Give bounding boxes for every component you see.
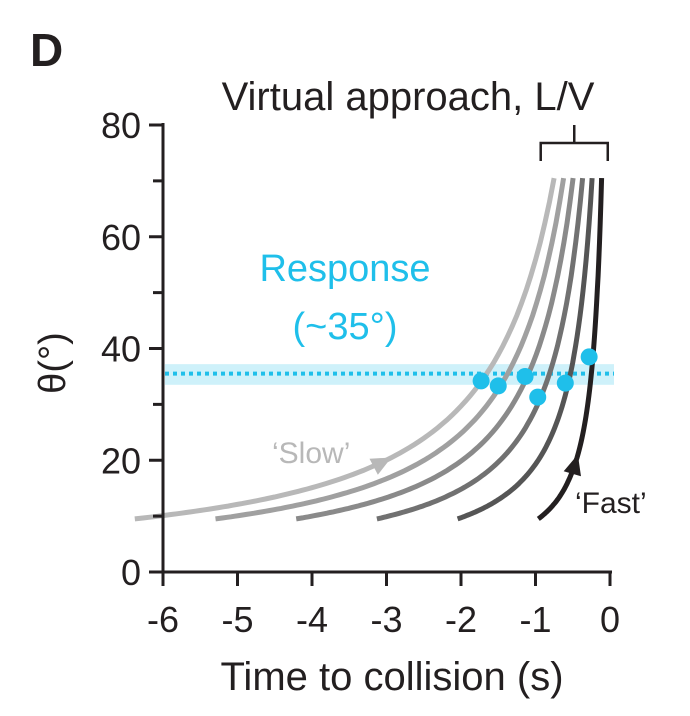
response-label-line1: Response <box>259 248 430 290</box>
x-tick-label-0: 0 <box>600 599 620 640</box>
y-tick-label-80: 80 <box>101 105 141 146</box>
x-axis-label: Time to collision (s) <box>220 655 563 699</box>
response-point-5 <box>489 377 507 395</box>
y-tick-label-20: 20 <box>101 440 141 481</box>
x-tick-label--5: -5 <box>221 599 253 640</box>
response-point-6 <box>472 372 490 390</box>
x-tick-label--4: -4 <box>296 599 328 640</box>
curve-arrow-6 <box>369 457 392 475</box>
y-tick-label-40: 40 <box>101 329 141 370</box>
x-tick-label--1: -1 <box>519 599 551 640</box>
response-label-line2: (~35°) <box>293 306 398 348</box>
x-tick-label--3: -3 <box>370 599 402 640</box>
response-point-1 <box>580 348 598 366</box>
bracket-line <box>539 141 610 161</box>
response-points <box>472 348 598 406</box>
x-tick-label--6: -6 <box>147 599 179 640</box>
y-axis-label: θ(°) <box>32 332 74 394</box>
curve-5 <box>215 177 567 522</box>
bracket <box>539 125 610 161</box>
response-point-2 <box>556 374 574 392</box>
y-tick-label-0: 0 <box>121 552 141 593</box>
x-tick-label--2: -2 <box>445 599 477 640</box>
slow-label: ‘Slow’ <box>272 437 350 470</box>
curve-3 <box>376 177 586 522</box>
panel-label: D <box>30 24 63 76</box>
response-point-4 <box>516 367 534 385</box>
curve-arrow-1 <box>563 454 581 477</box>
chart-title: Virtual approach, L/V <box>222 75 595 119</box>
axes: 0 20 40 60 80 -6 -5 -4 -3 -2 -1 0 <box>101 105 620 640</box>
fast-label: ‘Fast’ <box>575 487 647 520</box>
curves <box>134 177 605 522</box>
y-tick-label-60: 60 <box>101 217 141 258</box>
response-point-3 <box>529 388 547 406</box>
curve-1 <box>536 178 605 521</box>
